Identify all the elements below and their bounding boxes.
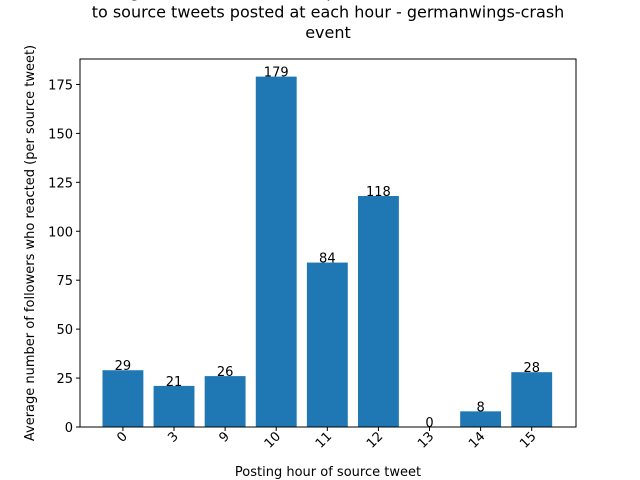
- value-label: 29: [115, 359, 132, 374]
- bar: [306, 262, 348, 427]
- y-tick-label: 0: [65, 421, 73, 436]
- value-label: 0: [425, 416, 433, 431]
- bar: [511, 372, 553, 427]
- value-label: 84: [319, 252, 336, 267]
- bar: [357, 196, 399, 427]
- value-label: 26: [217, 365, 234, 380]
- y-tick-label: 150: [48, 127, 73, 142]
- y-tick-label: 175: [48, 78, 73, 93]
- y-tick-label: 75: [56, 274, 73, 289]
- bar: [460, 411, 502, 427]
- x-axis-label: Posting hour of source tweet: [235, 465, 421, 480]
- value-label: 28: [523, 361, 540, 376]
- plot-frame: [79, 58, 577, 428]
- value-label: 8: [476, 400, 484, 415]
- value-label: 179: [264, 66, 289, 81]
- y-tick-label: 25: [56, 372, 73, 387]
- y-tick-label: 100: [48, 225, 73, 240]
- value-label: 118: [366, 185, 391, 200]
- value-label: 21: [166, 375, 183, 390]
- bar: [153, 385, 195, 427]
- chart-title: Average number of followers (per source …: [84, 0, 572, 42]
- y-tick-label: 50: [56, 323, 73, 338]
- bar: [255, 76, 297, 428]
- bar: [204, 376, 246, 427]
- bar: [102, 370, 144, 427]
- y-tick-label: 125: [48, 176, 73, 191]
- y-axis-label: Average number of followers who reacted …: [23, 45, 38, 441]
